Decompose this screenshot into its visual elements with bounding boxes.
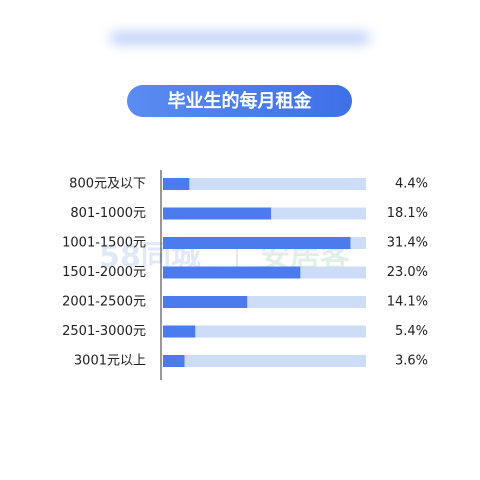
title-pill bbox=[127, 85, 352, 117]
top-glow bbox=[110, 32, 370, 44]
category-label: 800元及以下 bbox=[69, 177, 146, 192]
bar bbox=[163, 325, 196, 338]
value-label: 14.1% bbox=[387, 295, 428, 310]
value-label: 5.4% bbox=[395, 324, 428, 339]
value-label: 4.4% bbox=[395, 177, 428, 192]
bar-track bbox=[163, 325, 366, 338]
value-label: 3.6% bbox=[395, 354, 428, 369]
category-label: 3001元以上 bbox=[74, 354, 146, 369]
bar bbox=[163, 266, 301, 279]
bar-track bbox=[163, 178, 366, 190]
chart-title: 毕业生的每月租金 bbox=[168, 90, 313, 112]
category-label: 801-1000元 bbox=[70, 206, 146, 221]
bar bbox=[163, 178, 190, 190]
bar bbox=[163, 296, 248, 308]
bar-track bbox=[163, 355, 366, 367]
category-label: 2001-2500元 bbox=[62, 295, 146, 310]
value-label: 23.0% bbox=[387, 265, 428, 280]
value-label: 31.4% bbox=[387, 236, 428, 251]
category-label: 1501-2000元 bbox=[62, 265, 146, 280]
category-label: 1001-1500元 bbox=[62, 236, 146, 251]
bar bbox=[163, 207, 272, 220]
bar bbox=[163, 237, 351, 249]
value-label: 18.1% bbox=[387, 206, 428, 221]
bar bbox=[163, 355, 185, 367]
category-label: 2501-3000元 bbox=[62, 324, 146, 339]
